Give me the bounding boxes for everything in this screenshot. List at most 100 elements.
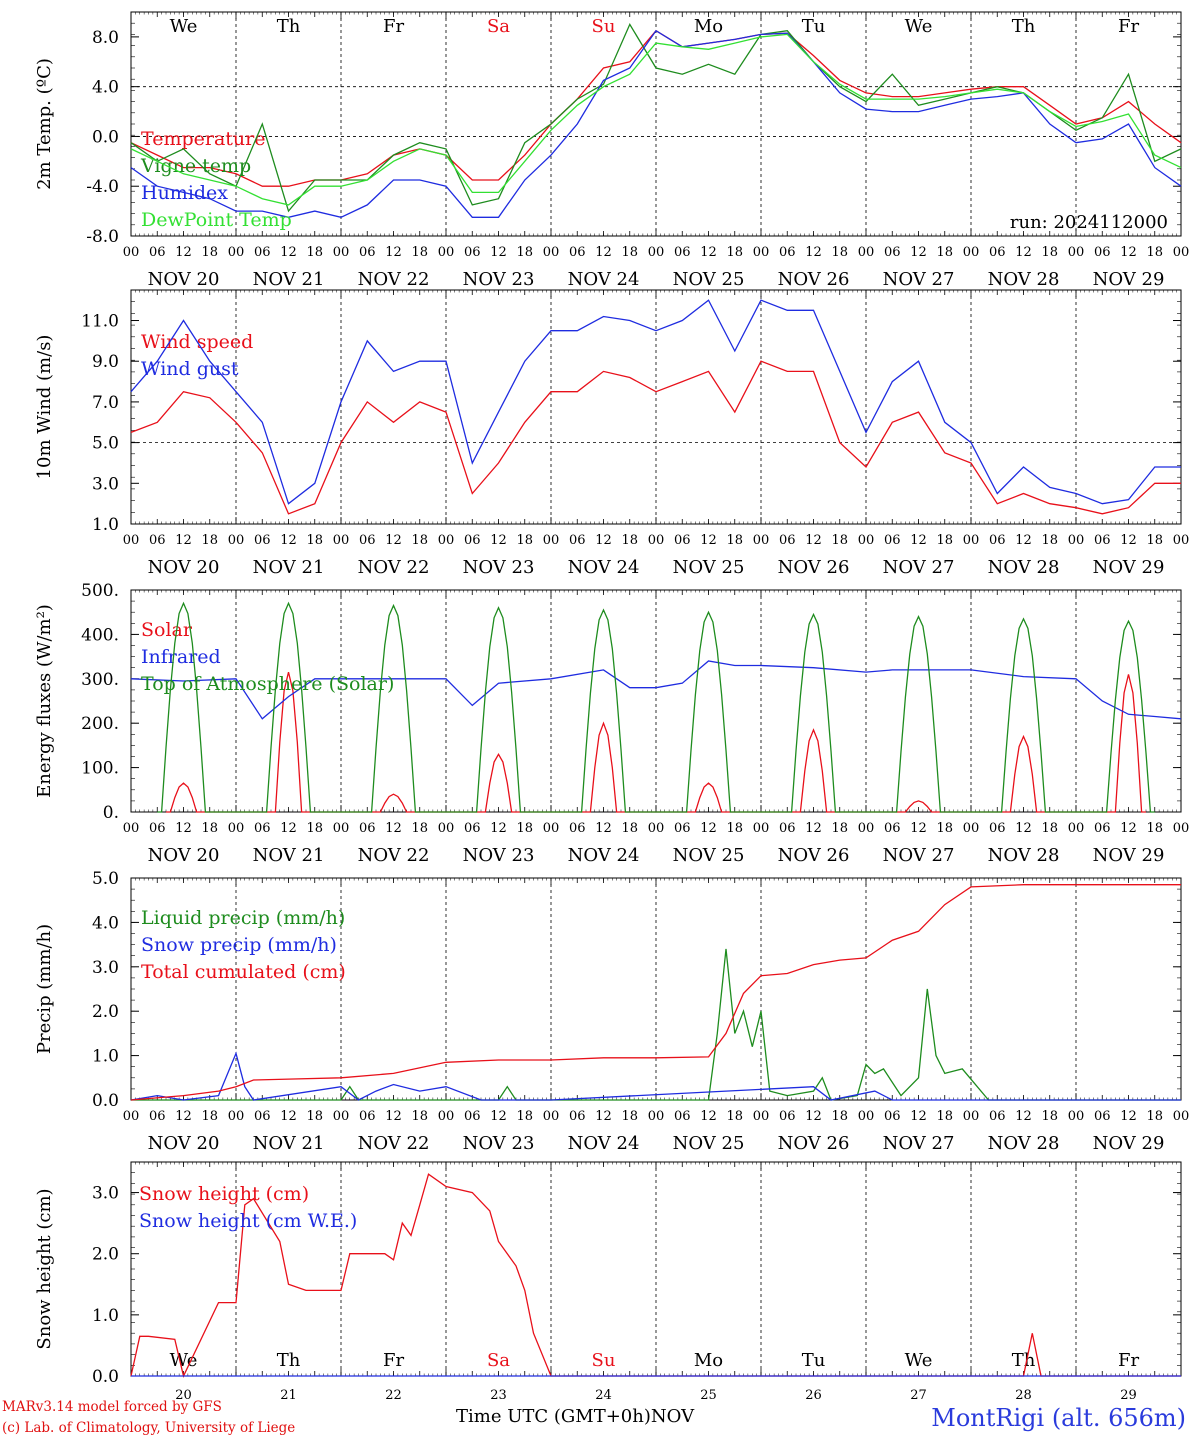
panel2-hour-label: 06 bbox=[884, 533, 901, 548]
panel4-hour-label: 06 bbox=[989, 1109, 1006, 1124]
panel2-date-label: NOV 29 bbox=[1093, 557, 1165, 578]
panel3-hour-label: 00 bbox=[1068, 821, 1085, 836]
panel5-day-number: 26 bbox=[805, 1388, 822, 1403]
panel2-hour-label: 18 bbox=[621, 533, 638, 548]
panel1-date-label: NOV 23 bbox=[463, 269, 535, 290]
panel3-ytick-label: 400. bbox=[81, 625, 119, 645]
panel1-day-name: Tu bbox=[802, 16, 826, 37]
panel2-hour-label: 00 bbox=[1068, 533, 1085, 548]
panel2-hour-label: 18 bbox=[1041, 533, 1058, 548]
panel1-hour-label: 00 bbox=[753, 245, 770, 260]
panel1-series-dewpoint-temp bbox=[130, 33, 1182, 206]
panel3-hour-label: 18 bbox=[306, 821, 323, 836]
panel1-frame bbox=[130, 11, 1182, 237]
panel1-hour-label: 12 bbox=[595, 245, 612, 260]
panel2-hour-label: 00 bbox=[123, 533, 140, 548]
panel2-hour-label: 18 bbox=[201, 533, 218, 548]
panel3-hour-label: 00 bbox=[858, 821, 875, 836]
panel2-hour-label: 06 bbox=[149, 533, 166, 548]
panel1-legend-humidex: Humidex bbox=[141, 182, 228, 204]
panel3-hour-label: 06 bbox=[464, 821, 481, 836]
panel4-hour-label: 18 bbox=[306, 1109, 323, 1124]
panel4-hour-label: 06 bbox=[569, 1109, 586, 1124]
panel4-date-label: NOV 25 bbox=[673, 1133, 745, 1154]
panel1-hour-label: 00 bbox=[1068, 245, 1085, 260]
panel2-hour-label: 00 bbox=[333, 533, 350, 548]
panel3-hour-label: 18 bbox=[516, 821, 533, 836]
panel4-series-snow-precip-mm-h bbox=[130, 1051, 1181, 1101]
panel2-series-wind-gust bbox=[130, 299, 1181, 505]
panel4-hour-label: 12 bbox=[280, 1109, 297, 1124]
panel1-ytick-label: -4.0 bbox=[86, 177, 119, 197]
panel1-hour-label: 00 bbox=[438, 245, 455, 260]
panel1-day-name: Su bbox=[592, 16, 616, 37]
panel2-date-label: NOV 20 bbox=[148, 557, 220, 578]
panel1-date-label: NOV 29 bbox=[1093, 269, 1165, 290]
panel2-hour-label: 18 bbox=[516, 533, 533, 548]
panel2-date-label: NOV 22 bbox=[358, 557, 430, 578]
panel1-day-name: Th bbox=[1012, 16, 1036, 37]
panel5-day-number: 24 bbox=[595, 1388, 612, 1403]
panel2-hour-label: 18 bbox=[936, 533, 953, 548]
panel1-hour-label: 12 bbox=[1015, 245, 1032, 260]
panel3-hour-label: 06 bbox=[674, 821, 691, 836]
panel3-hour-label: 06 bbox=[1094, 821, 1111, 836]
panel4-date-label: NOV 26 bbox=[778, 1133, 850, 1154]
panel2-ytick-label: 11.0 bbox=[81, 312, 119, 332]
panel4-hour-label: 12 bbox=[1120, 1109, 1137, 1124]
panel1-ytick-label: 8.0 bbox=[92, 28, 119, 48]
credit-line-2: (c) Lab. of Climatology, University of L… bbox=[2, 1420, 296, 1436]
panel4-hour-label: 18 bbox=[1146, 1109, 1163, 1124]
panel4-hour-label: 00 bbox=[333, 1109, 350, 1124]
panel4-hour-label: 00 bbox=[648, 1109, 665, 1124]
panel2-date-label: NOV 26 bbox=[778, 557, 850, 578]
panel4-hour-label: 06 bbox=[149, 1109, 166, 1124]
panel2-hour-label: 12 bbox=[910, 533, 927, 548]
panel5-ytick-label: 3.0 bbox=[92, 1184, 119, 1204]
panel4-ytick-label: 1.0 bbox=[92, 1047, 119, 1067]
panel4-hour-label: 12 bbox=[805, 1109, 822, 1124]
panel3-series-infrared bbox=[130, 660, 1182, 720]
panel1-ytick-label: 4.0 bbox=[92, 78, 119, 98]
panel2-hour-label: 00 bbox=[438, 533, 455, 548]
panel3-hour-label: 00 bbox=[1173, 821, 1190, 836]
panel4-hour-label: 18 bbox=[1041, 1109, 1058, 1124]
panel3-legend-top-of-atmosphere-solar: Top of Atmosphere (Solar) bbox=[141, 673, 394, 695]
panel3-hour-label: 18 bbox=[1146, 821, 1163, 836]
panel1-day-name: We bbox=[905, 16, 933, 37]
panel2-hour-label: 12 bbox=[595, 533, 612, 548]
panel3-hour-label: 06 bbox=[884, 821, 901, 836]
panel2-hour-label: 06 bbox=[989, 533, 1006, 548]
panel1-hour-label: 12 bbox=[385, 245, 402, 260]
panel1-series-humidex bbox=[130, 29, 1182, 218]
panel1-date-label: NOV 24 bbox=[568, 269, 640, 290]
panel2-hour-label: 06 bbox=[359, 533, 376, 548]
panel2-hour-label: 06 bbox=[779, 533, 796, 548]
panel5-day-name: We bbox=[170, 1350, 198, 1371]
panel5-legend-snow-height-cm: Snow height (cm) bbox=[139, 1183, 309, 1205]
panel2-date-label: NOV 23 bbox=[463, 557, 535, 578]
run-label: run: 2024112000 bbox=[1010, 212, 1168, 233]
panel5-day-number: 25 bbox=[700, 1388, 717, 1403]
panel1-hour-label: 06 bbox=[779, 245, 796, 260]
panel1-date-label: NOV 25 bbox=[673, 269, 745, 290]
panel1-hour-label: 18 bbox=[726, 245, 743, 260]
panel5-day-name: Th bbox=[277, 1350, 301, 1371]
panel3-date-label: NOV 23 bbox=[463, 845, 535, 866]
panel1-hour-label: 18 bbox=[1146, 245, 1163, 260]
panel3-date-label: NOV 24 bbox=[568, 845, 640, 866]
panel1-hour-label: 00 bbox=[123, 245, 140, 260]
panel3-hour-label: 18 bbox=[936, 821, 953, 836]
panel1-date-label: NOV 28 bbox=[988, 269, 1060, 290]
panel1-hour-label: 06 bbox=[1094, 245, 1111, 260]
panel2-hour-label: 12 bbox=[700, 533, 717, 548]
panel1-hour-label: 06 bbox=[884, 245, 901, 260]
panel1-day-name: Mo bbox=[694, 16, 723, 37]
panel3-ytick-label: 500. bbox=[81, 581, 119, 601]
panel4-hour-label: 12 bbox=[385, 1109, 402, 1124]
panel4-date-label: NOV 23 bbox=[463, 1133, 535, 1154]
panel3-hour-label: 12 bbox=[385, 821, 402, 836]
panel2-hour-label: 06 bbox=[464, 533, 481, 548]
panel1-legend-dewpoint-temp: DewPoint Temp bbox=[141, 209, 292, 231]
